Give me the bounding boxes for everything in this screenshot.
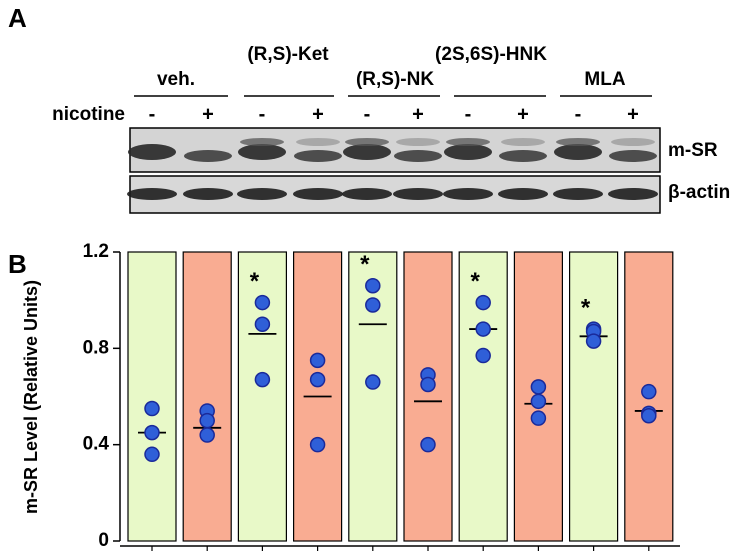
- band: [394, 150, 442, 162]
- panel-label: B: [8, 249, 27, 279]
- band: [128, 144, 176, 160]
- band: [238, 144, 286, 160]
- data-point: [475, 321, 491, 337]
- band: [240, 138, 284, 146]
- data-point: [199, 427, 215, 443]
- y-tick-label: 0: [98, 530, 109, 551]
- sign-label: -: [364, 103, 371, 125]
- data-point: [309, 436, 326, 453]
- band-label: m-SR: [668, 140, 718, 161]
- data-point: [144, 424, 160, 441]
- data-point: [365, 277, 381, 294]
- sign-label: -: [575, 103, 582, 125]
- data-point: [475, 294, 491, 311]
- data-point: [254, 316, 271, 332]
- band: [127, 188, 177, 200]
- data-point: [254, 371, 271, 388]
- data-point: [420, 376, 436, 393]
- y-tick-label: 0.8: [83, 337, 109, 358]
- data-point: [641, 383, 657, 400]
- group-label: veh.: [157, 69, 195, 90]
- band: [237, 188, 287, 200]
- data-point: [641, 408, 657, 424]
- column-background: [568, 251, 619, 542]
- band: [443, 188, 493, 200]
- band-label: β-actin: [668, 182, 730, 203]
- data-point: [530, 379, 547, 395]
- group-label: (R,S)-NK: [356, 69, 434, 90]
- band: [498, 188, 548, 200]
- sign-label: +: [517, 103, 529, 125]
- sign-label: -: [465, 103, 472, 125]
- data-point: [199, 412, 215, 429]
- band: [444, 144, 492, 160]
- data-point: [365, 297, 381, 313]
- panel-label: A: [8, 3, 27, 33]
- significance-marker: *: [581, 294, 591, 321]
- band: [293, 188, 343, 200]
- sign-label: +: [312, 103, 324, 125]
- data-point: [420, 436, 436, 453]
- significance-marker: *: [250, 268, 260, 295]
- band: [501, 138, 545, 146]
- data-point: [309, 352, 326, 369]
- treatment-label: nicotine: [52, 104, 125, 125]
- group-label: MLA: [584, 69, 625, 90]
- sign-label: -: [149, 103, 156, 125]
- blot-image: [127, 127, 661, 214]
- data-point: [365, 374, 381, 390]
- band: [556, 138, 600, 146]
- band: [609, 150, 657, 162]
- band: [183, 188, 233, 200]
- column-background: [237, 251, 287, 542]
- band: [608, 188, 658, 200]
- group-label: (2S,6S)-HNK: [435, 44, 547, 65]
- data-point: [585, 333, 602, 349]
- band: [553, 188, 603, 200]
- column-background: [348, 251, 398, 542]
- band: [611, 138, 655, 146]
- group-label: (R,S)-Ket: [247, 44, 329, 65]
- data-point: [144, 400, 160, 417]
- data-point: [475, 347, 491, 364]
- band: [342, 188, 392, 200]
- sign-label: +: [202, 103, 214, 125]
- column-background: [127, 251, 177, 542]
- sign-label: +: [412, 103, 424, 125]
- data-point: [530, 410, 547, 426]
- band: [499, 150, 547, 162]
- column-background: [403, 251, 453, 542]
- data-point: [254, 294, 271, 311]
- y-tick-label: 0.4: [83, 434, 110, 455]
- significance-marker: *: [471, 268, 481, 295]
- band: [296, 138, 340, 146]
- data-point: [309, 371, 326, 388]
- band: [345, 138, 389, 146]
- y-axis-label: m-SR Level (Relative Units): [21, 280, 41, 514]
- y-tick-label: 1.2: [83, 241, 109, 262]
- band: [393, 188, 443, 200]
- column-background: [182, 251, 232, 542]
- sign-label: -: [259, 103, 266, 125]
- band: [184, 150, 232, 162]
- band: [343, 144, 391, 160]
- sign-label: +: [627, 103, 639, 125]
- band: [294, 150, 342, 162]
- band: [396, 138, 440, 146]
- data-point: [144, 446, 160, 463]
- data-point: [530, 393, 547, 410]
- significance-marker: *: [360, 251, 370, 278]
- band: [446, 138, 490, 146]
- band: [554, 144, 602, 160]
